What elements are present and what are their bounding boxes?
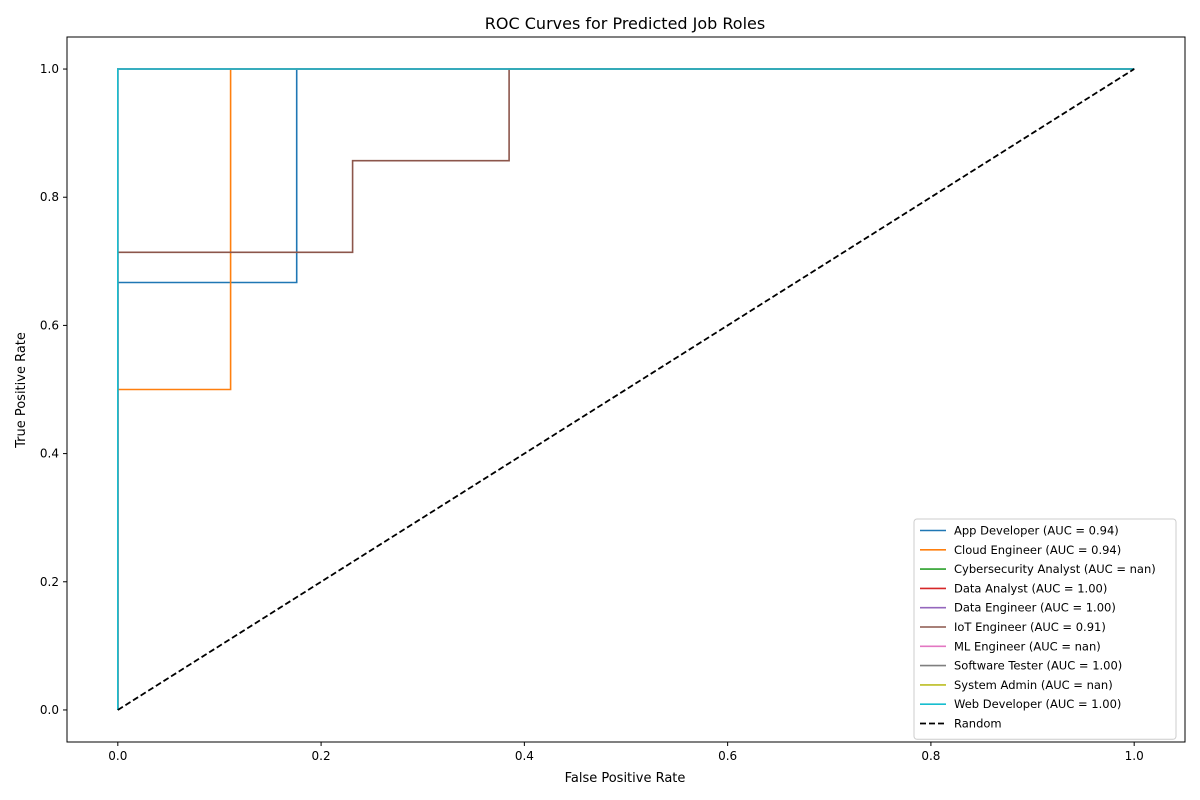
legend-label-iot-engineer: IoT Engineer (AUC = 0.91) <box>954 620 1106 634</box>
x-tick-label: 0.6 <box>718 749 737 763</box>
legend-label-data-engineer: Data Engineer (AUC = 1.00) <box>954 601 1116 615</box>
y-axis-label: True Positive Rate <box>14 332 29 449</box>
series-line-random <box>117 68 1135 711</box>
y-tick-label: 0.0 <box>40 703 59 717</box>
x-tick-label: 0.2 <box>312 749 331 763</box>
legend-label-app-developer: App Developer (AUC = 0.94) <box>954 524 1119 538</box>
y-tick-label: 0.2 <box>40 575 59 589</box>
chart-title: ROC Curves for Predicted Job Roles <box>485 14 765 33</box>
series-layer <box>117 68 1135 711</box>
x-tick-label: 0.8 <box>921 749 940 763</box>
y-tick-label: 0.8 <box>40 190 59 204</box>
x-tick-label: 0.0 <box>108 749 127 763</box>
legend-label-cybersecurity-analyst: Cybersecurity Analyst (AUC = nan) <box>954 562 1156 576</box>
legend-label-ml-engineer: ML Engineer (AUC = nan) <box>954 639 1101 653</box>
x-axis-label: False Positive Rate <box>565 771 686 786</box>
legend-label-cloud-engineer: Cloud Engineer (AUC = 0.94) <box>954 543 1121 557</box>
legend-label-software-tester: Software Tester (AUC = 1.00) <box>954 659 1122 673</box>
legend: App Developer (AUC = 0.94) Cloud Engineer… <box>913 518 1177 740</box>
legend-label-system-admin: System Admin (AUC = nan) <box>954 678 1113 692</box>
legend-label-random: Random <box>954 717 1002 731</box>
ticks-layer: 0.0 0.2 0.4 0.6 0.8 1.0 0.0 0.2 0.4 0.6 0.8 1.0 <box>40 62 1144 763</box>
plot-frame <box>66 36 1186 743</box>
legend-frame <box>913 518 1177 740</box>
y-tick-label: 0.6 <box>40 318 59 332</box>
y-tick-label: 1.0 <box>40 62 59 76</box>
series-line-web-developer <box>117 68 1135 710</box>
legend-label-web-developer: Web Developer (AUC = 1.00) <box>954 697 1121 711</box>
x-tick-label: 0.4 <box>515 749 534 763</box>
x-tick-label: 1.0 <box>1125 749 1144 763</box>
legend-label-data-analyst: Data Analyst (AUC = 1.00) <box>954 581 1107 595</box>
y-tick-label: 0.4 <box>40 447 59 461</box>
